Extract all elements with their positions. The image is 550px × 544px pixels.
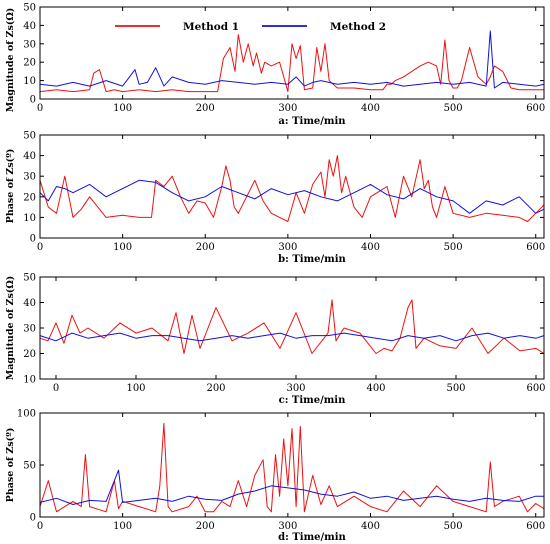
y-tick-label: 0 — [30, 234, 36, 245]
x-tick-label: 100 — [113, 242, 132, 253]
x-tick-label: 0 — [37, 242, 43, 253]
series-line-method-2 — [39, 30, 545, 89]
y-tick-label: 20 — [23, 192, 36, 203]
x-tick-label: 400 — [366, 383, 385, 394]
x-tick-label: 500 — [446, 383, 465, 394]
y-tick-label: 20 — [23, 58, 36, 69]
y-tick-label: 0 — [30, 513, 36, 524]
plot-frame — [39, 276, 545, 380]
legend-label-method-2: Method 2 — [330, 21, 386, 33]
y-tick-label: 40 — [23, 298, 36, 309]
x-tick-label: 200 — [196, 242, 215, 253]
x-tick-label: 0 — [37, 521, 43, 532]
y-tick-label: 40 — [23, 21, 36, 32]
x-axis-label: b: Time/min — [278, 254, 346, 265]
y-tick-label: 50 — [23, 273, 36, 284]
y-tick-label: 0 — [30, 95, 36, 106]
y-tick-label: 40 — [23, 151, 36, 162]
x-axis-label: d: Time/min — [278, 532, 346, 543]
y-axis-label: Phase of Zs(º) — [5, 428, 16, 503]
y-tick-label: 50 — [23, 131, 36, 142]
y-tick-label: 50 — [23, 3, 36, 14]
x-tick-label: 300 — [278, 242, 297, 253]
y-tick-label: 20 — [23, 349, 36, 360]
y-tick-label: 30 — [23, 39, 36, 50]
x-tick-label: 600 — [526, 383, 545, 394]
x-tick-label: 200 — [206, 383, 225, 394]
x-tick-label: 200 — [196, 521, 215, 532]
x-tick-label: 500 — [444, 242, 463, 253]
y-tick-label: 10 — [23, 375, 36, 386]
series-line-method-2 — [39, 469, 544, 505]
y-tick-label: 30 — [23, 172, 36, 183]
x-axis-label: a: Time/min — [278, 116, 346, 127]
x-tick-label: 300 — [278, 103, 297, 114]
x-tick-label: 300 — [286, 383, 305, 394]
x-tick-label: 500 — [444, 103, 463, 114]
y-tick-label: 30 — [23, 324, 36, 335]
series-line-method-2 — [39, 332, 545, 342]
x-tick-label: 100 — [113, 103, 132, 114]
series-line-method-1 — [39, 155, 545, 222]
chart-panel-2: 0 100 200 300 400 500 600 0 10 20 30 40 50 b: Time/mi… — [5, 131, 545, 266]
y-tick-label: 50 — [23, 461, 36, 472]
legend-label-method-1: Method 1 — [183, 21, 239, 33]
x-tick-label: 500 — [444, 521, 463, 532]
y-axis-label: Phase of Zs(º) — [5, 149, 16, 224]
y-tick-label: 100 — [17, 409, 36, 420]
y-tick-label: 10 — [23, 213, 36, 224]
plot-frame — [39, 6, 545, 100]
x-tick-label: 400 — [361, 521, 380, 532]
series-line-method-1 — [39, 34, 544, 93]
series-line-method-1 — [39, 299, 545, 354]
chart-panel-3: 0 100 200 300 400 500 600 10 20 30 40 50 c: Time/min… — [5, 273, 546, 407]
plot-frame — [39, 134, 545, 239]
y-axis-label: Magnitude of Zs(Ω) — [5, 8, 16, 113]
x-tick-label: 100 — [126, 383, 145, 394]
x-tick-label: 600 — [526, 521, 545, 532]
y-axis-label: Magnitude of Zs(Ω) — [5, 276, 16, 381]
x-tick-label: 400 — [361, 242, 380, 253]
y-tick-label: 10 — [23, 76, 36, 87]
x-axis-label: c: Time/min — [279, 395, 346, 406]
x-tick-label: 600 — [526, 103, 545, 114]
x-tick-label: 200 — [196, 103, 215, 114]
series-line-method-1 — [39, 422, 545, 513]
x-tick-label: 400 — [361, 103, 380, 114]
series-line-method-2 — [39, 179, 545, 214]
chart-panel-4: 0 100 200 300 400 500 600 0 50 100 d: Time/min Phas… — [5, 409, 545, 544]
legend: Method 1 Method 2 — [115, 21, 386, 33]
x-tick-label: 300 — [278, 521, 297, 532]
chart-panel-1: 0 100 200 300 400 500 600 0 10 20 30 40 50 a: Time/mi… — [5, 3, 545, 128]
x-tick-label: 0 — [53, 383, 59, 394]
x-tick-label: 0 — [37, 103, 43, 114]
x-tick-label: 100 — [113, 521, 132, 532]
x-tick-label: 600 — [526, 242, 545, 253]
